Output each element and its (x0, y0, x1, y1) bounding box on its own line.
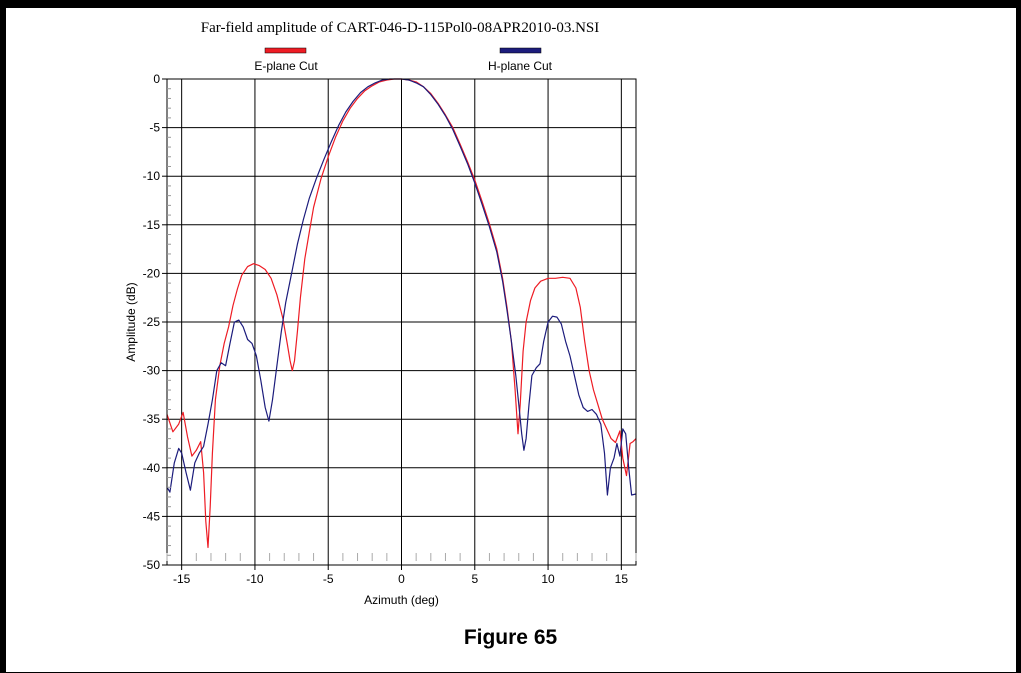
y-tick-label: -45 (143, 509, 161, 523)
y-tick-label: -30 (143, 364, 161, 378)
x-tick-label: 15 (615, 572, 629, 586)
y-tick-label: -35 (143, 412, 161, 426)
y-axis-label: Amplitude (dB) (124, 282, 138, 361)
y-tick-label: -10 (143, 169, 161, 183)
x-tick-label: -5 (323, 572, 334, 586)
y-tick-label: 0 (153, 72, 160, 86)
series-line-h-plane (166, 78, 637, 496)
grid (167, 79, 636, 565)
x-axis-label: Azimuth (deg) (364, 593, 439, 607)
legend: E-plane Cut H-plane Cut (254, 47, 553, 73)
x-tick-label: 5 (471, 572, 478, 586)
figure-caption: Figure 65 (463, 626, 558, 649)
y-tick-label: -40 (143, 461, 161, 475)
tick-layer: -15 -10 -5 0 5 10 150-5-10-15-20-25-30-35-40-4… (143, 72, 637, 586)
y-tick-label: -25 (143, 315, 161, 329)
legend-swatch (264, 47, 307, 54)
y-tick-label: -5 (149, 121, 160, 135)
legend-swatch (499, 47, 542, 54)
y-tick-label: -20 (143, 266, 161, 280)
x-tick-label: 0 (398, 572, 405, 586)
y-tick-label: -50 (143, 558, 161, 572)
x-tick-label: -10 (246, 572, 264, 586)
y-tick-label: -15 (143, 218, 161, 232)
legend-label: E-plane Cut (254, 59, 318, 73)
chart-title: Far-field amplitude of CART-046-D-115Pol… (201, 20, 600, 36)
x-tick-label: -15 (173, 572, 191, 586)
x-tick-label: 10 (541, 572, 555, 586)
legend-label: H-plane Cut (488, 59, 553, 73)
